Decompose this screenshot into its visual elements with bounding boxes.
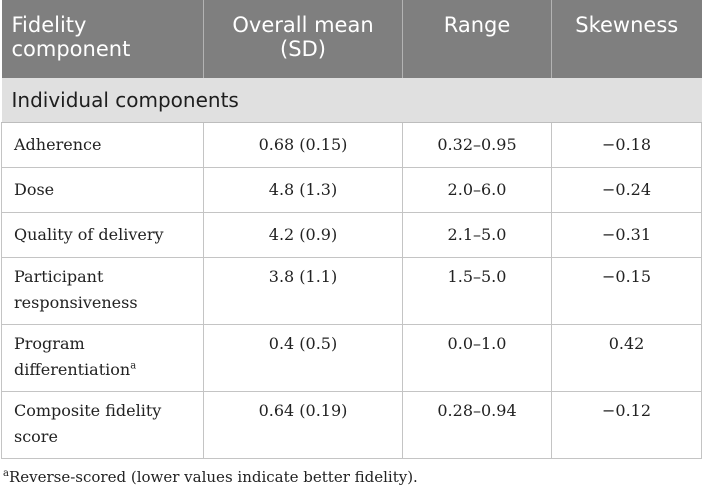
footnote-symbol: a [3,468,9,479]
range-cell: 0.28–0.94 [402,391,552,459]
section-label: Individual components [1,78,702,123]
component-cell: Adherence [1,122,204,168]
component-cell: Quality of delivery [1,212,204,258]
range-cell: 2.1–5.0 [402,212,552,258]
range-cell: 0.0–1.0 [402,324,552,392]
component-cell: Program differentiationa [1,324,204,392]
header-skewness: Skewness [551,0,702,78]
table-row: Program differentiationa 0.4 (0.5) 0.0–1… [1,324,702,392]
table-row: Composite fidelity score 0.64 (0.19) 0.2… [1,391,702,459]
header-fidelity-component: Fidelity component [1,0,204,78]
skewness-cell: −0.18 [551,122,702,168]
table-row: Quality of delivery 4.2 (0.9) 2.1–5.0 −0… [1,212,702,258]
table-body: Individual components Adherence 0.68 (0.… [1,78,702,459]
component-cell: Composite fidelity score [1,391,204,459]
table-footnote: aReverse-scored (lower values indicate b… [3,468,702,486]
range-cell: 2.0–6.0 [402,167,552,213]
mean-sd-cell: 3.8 (1.1) [203,257,403,325]
range-cell: 1.5–5.0 [402,257,552,325]
range-cell: 0.32–0.95 [402,122,552,168]
skewness-cell: −0.24 [551,167,702,213]
skewness-cell: 0.42 [551,324,702,392]
component-cell: Dose [1,167,204,213]
mean-sd-cell: 4.8 (1.3) [203,167,403,213]
mean-sd-cell: 4.2 (0.9) [203,212,403,258]
component-cell: Participant responsiveness [1,257,204,325]
fidelity-table: Fidelity component Overall mean (SD) Ran… [1,0,702,459]
table-row: Participant responsiveness 3.8 (1.1) 1.5… [1,257,702,325]
skewness-cell: −0.31 [551,212,702,258]
header-row: Fidelity component Overall mean (SD) Ran… [1,0,702,78]
skewness-cell: −0.12 [551,391,702,459]
component-label: Program differentiation [14,334,131,379]
footnote-marker: a [130,360,137,372]
table-row: Dose 4.8 (1.3) 2.0–6.0 −0.24 [1,167,702,213]
mean-sd-cell: 0.64 (0.19) [203,391,403,459]
section-row: Individual components [1,78,702,123]
header-overall-mean: Overall mean (SD) [203,0,403,78]
table-header: Fidelity component Overall mean (SD) Ran… [1,0,702,78]
header-range: Range [402,0,552,78]
skewness-cell: −0.15 [551,257,702,325]
table-row: Adherence 0.68 (0.15) 0.32–0.95 −0.18 [1,122,702,168]
footnote-text: Reverse-scored (lower values indicate be… [8,468,418,486]
mean-sd-cell: 0.68 (0.15) [203,122,403,168]
fidelity-table-container: Fidelity component Overall mean (SD) Ran… [1,0,702,486]
mean-sd-cell: 0.4 (0.5) [203,324,403,392]
